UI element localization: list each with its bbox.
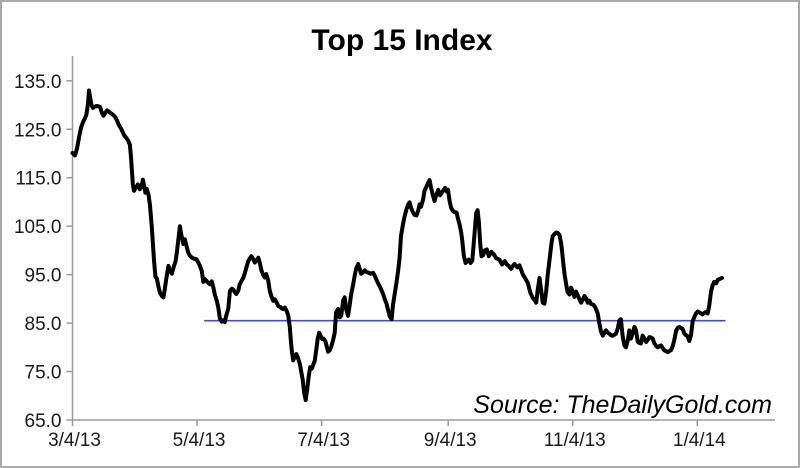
x-tick-label: 3/4/13 — [48, 430, 101, 451]
y-tick-label: 115.0 — [15, 169, 61, 190]
x-tick-label: 7/4/13 — [297, 430, 350, 451]
y-tick-label: 105.0 — [14, 217, 62, 238]
x-tick-label: 11/4/13 — [544, 430, 606, 451]
x-tick-label: 9/4/13 — [424, 430, 477, 451]
y-tick-label: 95.0 — [25, 266, 62, 287]
price-line — [70, 88, 724, 403]
y-tick-label: 125.0 — [14, 120, 62, 141]
x-tick-label: 1/4/14 — [673, 430, 726, 451]
source-credit: Source: TheDailyGold.com — [473, 391, 772, 419]
chart-title: Top 15 Index — [311, 24, 493, 57]
x-tick-label: 5/4/13 — [173, 430, 226, 451]
y-tick-label: 75.0 — [25, 363, 62, 384]
y-tick-label: 135.0 — [14, 72, 62, 93]
y-tick-label: 65.0 — [25, 411, 62, 432]
y-tick-label: 85.0 — [25, 314, 62, 335]
